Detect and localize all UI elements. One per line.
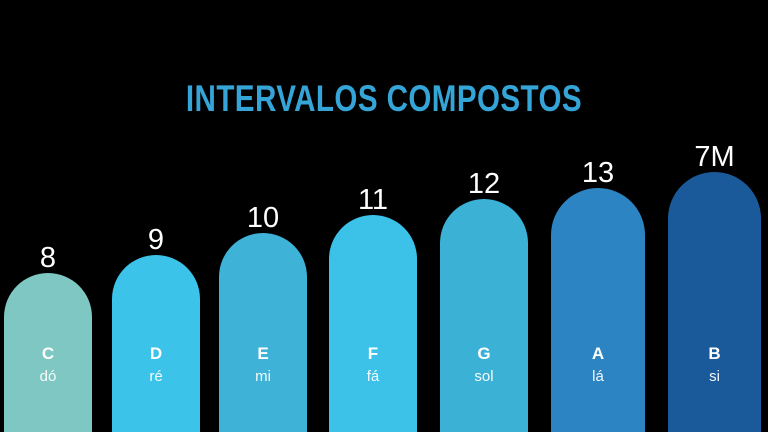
- solfege-label: dó: [39, 368, 57, 385]
- solfege-label: si: [709, 368, 720, 385]
- interval-number-label: 12: [467, 168, 501, 200]
- bar-column: 11 F fá: [329, 186, 417, 432]
- bar-labels: D ré: [112, 345, 200, 384]
- solfege-label: lá: [592, 368, 604, 385]
- bar-labels: G sol: [440, 345, 528, 384]
- solfege-label: mi: [255, 368, 271, 385]
- note-letter-label: F: [367, 344, 379, 363]
- bar-labels: C dó: [4, 345, 92, 384]
- bar-labels: E mi: [219, 345, 307, 384]
- interval-number-label: 9: [147, 224, 165, 256]
- bar-shape: [4, 273, 92, 432]
- interval-number-label: 13: [581, 157, 615, 189]
- interval-number-label: 11: [357, 184, 389, 216]
- bar-shape: [219, 233, 307, 432]
- solfege-label: ré: [149, 368, 163, 385]
- bar-shape: [329, 215, 417, 432]
- bar-shape: [668, 172, 761, 432]
- bar-column: 9 D ré: [112, 226, 200, 432]
- bar-labels: A lá: [551, 345, 645, 384]
- page-title: INTERVALOS COMPOSTOS: [185, 78, 583, 119]
- solfege-label: sol: [474, 368, 494, 385]
- bar-column: 10 E mi: [219, 204, 307, 432]
- bar-column: 12 G sol: [440, 170, 528, 432]
- bar-shape: [440, 199, 528, 432]
- bar-shape: [112, 255, 200, 432]
- interval-number-label: 8: [39, 242, 57, 274]
- interval-number-label: 10: [246, 202, 280, 234]
- bar-labels: B si: [668, 345, 761, 384]
- note-letter-label: C: [41, 344, 55, 363]
- note-letter-label: E: [257, 344, 269, 363]
- solfege-label: fá: [366, 368, 380, 385]
- bar-column: 7M B si: [668, 143, 761, 432]
- note-letter-label: D: [149, 344, 163, 363]
- bar-shape: [551, 188, 645, 432]
- note-letter-label: G: [477, 344, 491, 363]
- bar-column: 8 C dó: [4, 244, 92, 432]
- bar-labels: F fá: [329, 345, 417, 384]
- interval-number-label: 7M: [694, 141, 735, 173]
- note-letter-label: B: [708, 344, 721, 363]
- note-letter-label: A: [591, 344, 605, 363]
- bar-column: 13 A lá: [551, 159, 645, 432]
